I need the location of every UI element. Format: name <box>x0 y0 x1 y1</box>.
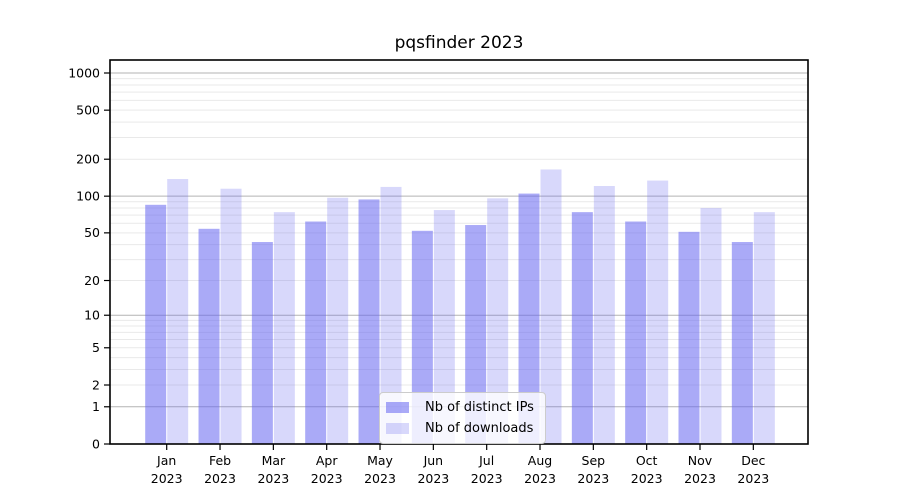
bar-downloads-feb <box>220 188 242 444</box>
legend-item-downloads: Nb of downloads <box>386 419 537 438</box>
bar-downloads-oct <box>647 180 669 444</box>
x-tick-label-month: Feb <box>209 453 231 468</box>
legend-swatch-distinct-ips <box>386 402 409 413</box>
bar-downloads-nov <box>700 208 722 444</box>
bar-distinct-ips-jun <box>411 230 433 444</box>
y-tick-label: 5 <box>92 340 100 355</box>
x-tick-label-year: 2023 <box>684 471 716 486</box>
bar-distinct-ips-apr <box>305 221 327 444</box>
x-tick-label-month: Oct <box>636 453 658 468</box>
x-tick-label-year: 2023 <box>417 471 449 486</box>
x-tick-label-month: Dec <box>741 453 765 468</box>
y-tick-label: 200 <box>76 152 100 167</box>
y-tick-label: 500 <box>76 102 100 117</box>
legend-item-distinct-ips: Nb of distinct IPs <box>386 398 537 417</box>
y-tick-label: 1000 <box>68 65 100 80</box>
bar-downloads-jan <box>167 179 189 444</box>
bar-distinct-ips-nov <box>678 231 700 444</box>
x-tick-label-month: Mar <box>262 453 286 468</box>
bar-downloads-may <box>380 186 402 444</box>
legend-swatch-downloads <box>386 423 409 434</box>
x-tick-label-year: 2023 <box>631 471 663 486</box>
y-tick-label: 50 <box>84 225 100 240</box>
x-tick-label-month: Jan <box>156 453 176 468</box>
bar-distinct-ips-jul <box>465 225 487 444</box>
y-tick-label: 20 <box>84 273 100 288</box>
legend-label-downloads: Nb of downloads <box>425 421 534 436</box>
bar-downloads-dec <box>753 212 775 444</box>
bar-downloads-jul <box>487 198 509 444</box>
bar-downloads-apr <box>327 197 349 444</box>
x-tick-label-month: Apr <box>316 453 338 468</box>
plot-border <box>109 59 809 445</box>
y-tick-label: 2 <box>92 377 100 392</box>
x-tick-label-month: May <box>367 453 393 468</box>
x-tick-label-month: Jul <box>478 453 494 468</box>
bar-distinct-ips-feb <box>198 228 220 444</box>
chart-title: pqsfinder 2023 <box>394 33 524 53</box>
bar-distinct-ips-sep <box>571 212 593 444</box>
bar-distinct-ips-jan <box>145 204 167 444</box>
bar-downloads-sep <box>593 186 615 444</box>
bar-distinct-ips-aug <box>518 193 540 444</box>
bar-distinct-ips-oct <box>625 221 647 444</box>
x-tick-label-year: 2023 <box>577 471 609 486</box>
x-tick-label-month: Sep <box>582 453 606 468</box>
legend-label-distinct-ips: Nb of distinct IPs <box>425 400 534 415</box>
bar-distinct-ips-may <box>358 199 380 444</box>
x-tick-label-year: 2023 <box>524 471 556 486</box>
x-tick-label-year: 2023 <box>737 471 769 486</box>
x-tick-label-year: 2023 <box>311 471 343 486</box>
bar-downloads-jun <box>433 210 455 444</box>
bar-distinct-ips-dec <box>731 242 753 444</box>
y-tick-label: 1 <box>92 399 100 414</box>
x-tick-label-month: Aug <box>528 453 552 468</box>
legend: Nb of distinct IPs Nb of downloads <box>379 392 546 444</box>
y-tick-label: 10 <box>84 308 100 323</box>
y-tick-label: 0 <box>92 436 100 451</box>
x-tick-label-month: Nov <box>688 453 713 468</box>
x-tick-label-year: 2023 <box>151 471 183 486</box>
x-tick-label-year: 2023 <box>204 471 236 486</box>
x-tick-label-year: 2023 <box>471 471 503 486</box>
bar-distinct-ips-mar <box>251 242 273 444</box>
x-tick-label-year: 2023 <box>364 471 396 486</box>
bar-downloads-aug <box>540 169 562 444</box>
x-tick-label-year: 2023 <box>257 471 289 486</box>
y-tick-label: 100 <box>76 188 100 203</box>
bar-downloads-mar <box>273 212 295 444</box>
x-tick-label-month: Jun <box>423 453 444 468</box>
